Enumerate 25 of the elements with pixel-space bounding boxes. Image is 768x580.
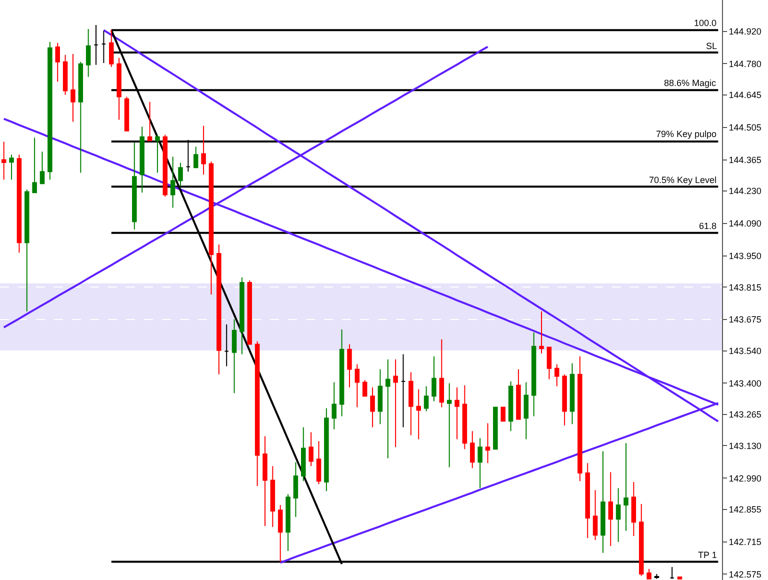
y-tick-label: 143.675	[728, 314, 762, 325]
y-tick-label: 144.365	[728, 154, 762, 165]
series-label: SL	[706, 41, 718, 51]
y-tick-label: 143.265	[728, 410, 762, 420]
y-tick-label: 144.780	[728, 58, 762, 69]
y-tick-label: 143.815	[728, 282, 762, 292]
y-tick-label: 144.230	[728, 186, 762, 196]
series-label: 61.8	[699, 221, 717, 231]
series-label: 88.6% Magic	[664, 78, 717, 88]
y-tick-label: 144.645	[728, 90, 762, 100]
y-tick-label: 144.090	[728, 218, 762, 229]
y-tick-label: 143.540	[728, 346, 762, 356]
y-tick-label: 143.130	[728, 440, 762, 451]
y-tick-label: 142.575	[728, 569, 762, 580]
y-tick-label: 144.505	[728, 122, 762, 132]
series-label: 100.0	[694, 18, 717, 28]
series-label: 70.5% Key Level	[649, 175, 717, 185]
series-label: TP 1	[698, 550, 717, 560]
y-tick-label: 142.990	[728, 473, 762, 484]
y-tick-label: 144.920	[728, 26, 762, 36]
y-tick-label: 143.950	[728, 251, 762, 261]
series-label: 79% Key pulpo	[656, 129, 717, 139]
y-tick-label: 142.715	[728, 536, 762, 547]
y-tick-label: 143.400	[728, 378, 762, 388]
y-tick-label: 142.855	[728, 504, 762, 515]
